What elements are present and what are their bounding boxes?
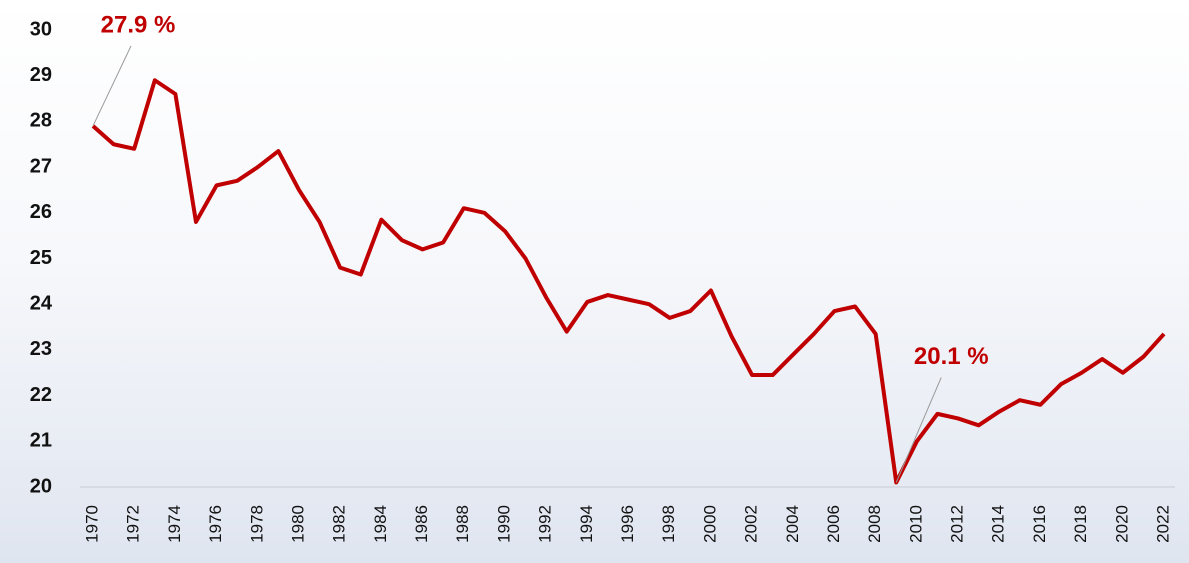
x-tick-label: 1970 [82, 505, 101, 543]
x-tick-label: 1992 [536, 505, 555, 543]
line [93, 80, 1164, 482]
leader-line [896, 377, 941, 482]
x-tick-label: 2010 [906, 505, 925, 543]
y-tick-label: 23 [30, 338, 52, 360]
x-tick-label: 1996 [618, 505, 637, 543]
x-tick-label: 2022 [1153, 505, 1172, 543]
y-tick-label: 21 [30, 430, 52, 452]
y-tick-label: 25 [30, 247, 52, 269]
x-tick-label: 2000 [700, 505, 719, 543]
y-tick-label: 27 [30, 155, 52, 177]
y-tick-label: 20 [30, 475, 52, 497]
x-tick-label: 1974 [165, 505, 184, 543]
x-tick-label: 2020 [1112, 505, 1131, 543]
y-tick-label: 29 [30, 64, 52, 86]
x-tick-label: 2012 [948, 505, 967, 543]
value-label: 20.1 % [914, 343, 989, 370]
x-tick-label: 2008 [865, 505, 884, 543]
x-tick-label: 2016 [1030, 505, 1049, 543]
x-tick-label: 1988 [453, 505, 472, 543]
x-tick-label: 1982 [330, 505, 349, 543]
x-tick-label: 1984 [371, 505, 390, 543]
x-tick-label: 2004 [783, 505, 802, 543]
x-tick-label: 2006 [824, 505, 843, 543]
x-tick-label: 1978 [247, 505, 266, 543]
leader-line [93, 46, 131, 126]
x-tick-label: 1986 [412, 505, 431, 543]
chart: 20 21 22 23 24 25 26 27 28 29 30 1970 1972 1974 1976 19… [0, 0, 1189, 563]
value-label: 27.9 % [101, 11, 176, 38]
x-tick-label: 1998 [659, 505, 678, 543]
y-tick-label: 24 [30, 292, 53, 314]
x-tick-label: 2002 [742, 505, 761, 543]
x-tick-label: 1980 [288, 505, 307, 543]
x-tick-label: 2018 [1071, 505, 1090, 543]
x-tick-label: 1994 [577, 505, 596, 543]
x-tick-label: 2014 [989, 505, 1008, 543]
y-tick-label: 22 [30, 384, 52, 406]
x-tick-label: 1976 [206, 505, 225, 543]
x-tick-label: 1990 [494, 505, 513, 543]
y-tick-label: 28 [30, 110, 52, 132]
y-tick-label: 30 [30, 18, 52, 40]
y-tick-label: 26 [30, 201, 52, 223]
x-tick-label: 1972 [124, 505, 143, 543]
